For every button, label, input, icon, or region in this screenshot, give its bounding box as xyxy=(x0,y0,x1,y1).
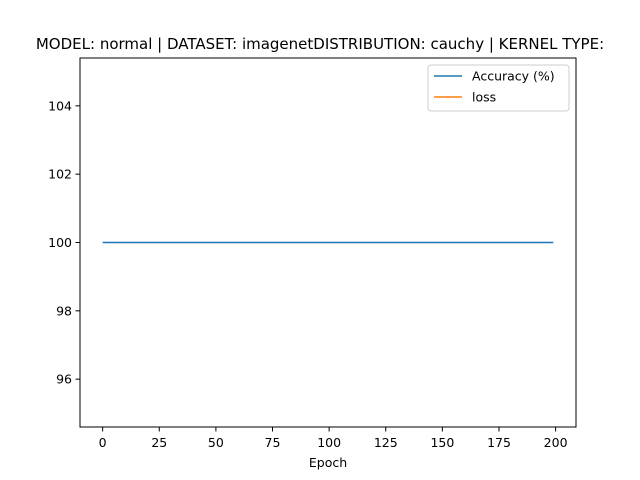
x-tick-label: 100 xyxy=(317,435,341,450)
x-tick-label: 150 xyxy=(430,435,454,450)
y-tick-label: 102 xyxy=(48,167,72,182)
x-tick-label: 75 xyxy=(265,435,281,450)
legend-entry-label: Accuracy (%) xyxy=(472,69,555,84)
y-tick-label: 96 xyxy=(56,372,72,387)
x-axis: 0 25 50 75 100 125 150 175 200 xyxy=(99,427,568,450)
x-tick-label: 175 xyxy=(487,435,511,450)
y-tick-label: 104 xyxy=(48,98,72,113)
x-tick-label: 25 xyxy=(151,435,167,450)
y-tick-label: 100 xyxy=(48,235,72,250)
x-tick-label: 50 xyxy=(208,435,224,450)
x-axis-label: Epoch xyxy=(309,455,347,470)
legend-box xyxy=(427,64,570,112)
x-tick-label: 200 xyxy=(544,435,568,450)
legend-entry-label: loss xyxy=(472,90,496,105)
x-tick-label: 125 xyxy=(374,435,398,450)
legend: Accuracy (%) loss xyxy=(427,64,570,112)
x-tick-label: 0 xyxy=(99,435,107,450)
chart-title: MODEL: normal | DATASET: imagenetDISTRIB… xyxy=(36,35,604,53)
y-axis: 96 98 100 102 104 xyxy=(48,98,80,387)
y-tick-label: 98 xyxy=(56,303,72,318)
